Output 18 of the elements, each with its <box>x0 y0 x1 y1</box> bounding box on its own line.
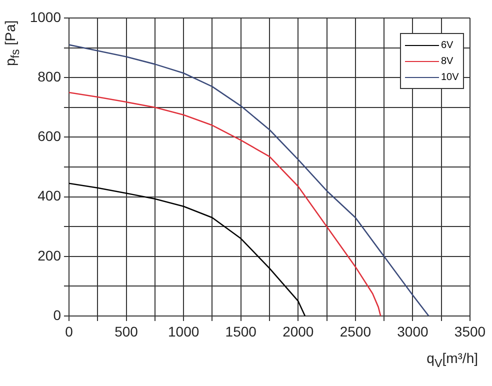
y-tick-label: 800 <box>38 68 62 84</box>
y-tick-label: 0 <box>53 306 62 323</box>
x-tick-label: 3000 <box>397 323 428 340</box>
y-tick-label: 400 <box>38 188 62 204</box>
legend-label: 6V <box>441 40 454 50</box>
legend-label: 10V <box>441 72 459 82</box>
x-tick-label: 2000 <box>282 323 314 340</box>
x-tick-label: 2500 <box>340 323 372 340</box>
x-tick-label: 500 <box>114 323 138 340</box>
x-tick-label: 1500 <box>225 323 257 340</box>
legend-label: 8V <box>441 56 454 66</box>
y-tick-label: 200 <box>38 247 62 264</box>
x-axis-title: q$_{V}$[m³/h] <box>426 350 478 370</box>
x-tick-label: 0 <box>65 323 74 340</box>
y-tick-label: 1000 <box>30 8 62 25</box>
y-tick-label: 600 <box>38 128 62 144</box>
x-tick-label: 3500 <box>454 323 486 340</box>
x-tick-label: 1000 <box>168 323 200 340</box>
